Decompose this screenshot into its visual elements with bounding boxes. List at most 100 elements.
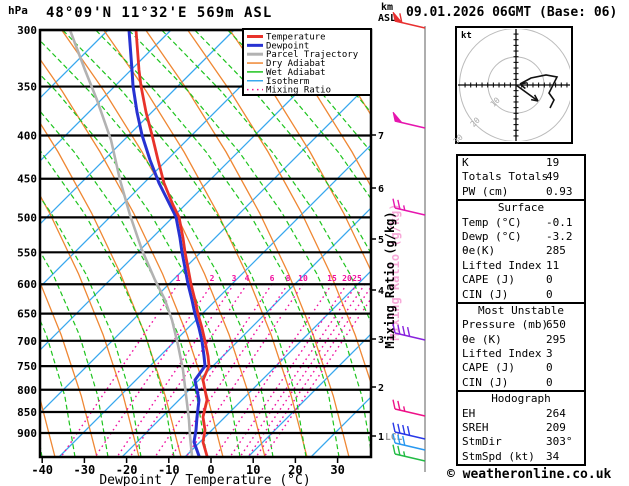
mixing-axis-label-ghost: Mixing Ratio (g/kg) — [388, 203, 402, 340]
table-row-label: Lifted Index — [462, 258, 542, 272]
background-line-families — [40, 30, 371, 457]
temperature-curve — [134, 30, 211, 457]
temp-tick-label: 10 — [246, 463, 260, 477]
pressure-tick-label: 900 — [17, 427, 37, 440]
pressure-tick-label: 600 — [17, 278, 37, 291]
wind-barb — [392, 399, 426, 417]
wind-barb — [392, 444, 426, 462]
table-section-title: Most Unstable — [477, 303, 565, 317]
table-row-value: 19 — [546, 156, 560, 169]
mixing-ratio-value: 25 — [352, 274, 362, 283]
table-row-value: 264 — [546, 406, 566, 420]
table-row-label: Totals Totals — [462, 170, 549, 184]
table-row-label: SREH — [462, 421, 489, 435]
mixing-ratio-value: 4 — [245, 274, 250, 283]
wind-barb — [392, 323, 426, 341]
table-row-label: Pressure (mb) — [462, 318, 549, 332]
table-section-most-unstable: Most Unstable Pressure (mb) 650 θe (K) 295 Li… — [458, 301, 584, 390]
temp-tick-label: 30 — [330, 463, 344, 477]
temp-tick-label: -40 — [31, 463, 53, 477]
table-row: Pressure (mb) 650 — [458, 318, 584, 332]
table-row-label: θe(K) — [462, 244, 496, 258]
table-row: CAPE (J) 0 — [458, 273, 584, 287]
table-row-value: 3 — [546, 347, 553, 361]
table-row: θe (K) 295 — [458, 333, 584, 347]
table-section-title: Hodograph — [491, 392, 551, 406]
table-row-label: CAPE (J) — [462, 273, 515, 287]
table-row-label: Temp (°C) — [462, 215, 522, 229]
profile-curves — [68, 30, 211, 457]
pressure-tick-label: 400 — [17, 130, 37, 143]
station-title: 48°09'N 11°32'E 569m ASL — [46, 5, 273, 21]
storm-motion-arrow — [515, 84, 539, 102]
wind-barb — [392, 198, 426, 216]
table-row-label: Lifted Index — [462, 347, 542, 361]
table-row-value: 0 — [546, 287, 553, 301]
x-axis-title: Dewpoint / Temperature (°C) — [99, 473, 310, 486]
date-title: 09.01.2026 06GMT (Base: 06) — [406, 5, 618, 20]
dewpoint-curve — [127, 30, 207, 457]
pressure-tick-label: 650 — [17, 308, 37, 321]
table-section-indices: K 19 Totals Totals 49 PW (cm) 0.93 — [458, 156, 584, 199]
legend-label: Dewpoint — [266, 41, 309, 51]
table-row-label: CAPE (J) — [462, 361, 515, 375]
table-row: Totals Totals 49 — [458, 170, 584, 184]
legend-label: Dry Adiabat — [266, 59, 326, 69]
temp-tick-label: -10 — [158, 463, 180, 477]
table-row: θe(K) 285 — [458, 244, 584, 258]
legend-label: Parcel Trajectory — [266, 50, 359, 60]
table-row: Lifted Index 11 — [458, 259, 584, 273]
pressure-tick-label: 450 — [17, 173, 37, 186]
pressure-tick-label: 750 — [17, 360, 37, 373]
table-row-value: 0.93 — [546, 184, 573, 198]
table-row-label: PW (cm) — [462, 184, 509, 198]
wind-barb — [392, 422, 426, 440]
km-tick-label: 3 — [378, 335, 384, 346]
pressure-tick-label: 500 — [17, 211, 37, 224]
table-row-value: 0 — [546, 375, 553, 389]
table-row: CAPE (J) 0 — [458, 361, 584, 375]
table-row-value: 650 — [546, 318, 566, 332]
mixing-ratio-value: 6 — [270, 274, 275, 283]
mixing-ratio-value-labels: 1 2 3 4 6 8 10 15 20 25 — [176, 274, 362, 283]
table-row: SREH 209 — [458, 421, 584, 435]
table-row: EH 264 — [458, 407, 584, 421]
table-row-value: 295 — [546, 332, 566, 346]
table-row: StmDir 303° — [458, 435, 584, 449]
table-row: Temp (°C) -0.1 — [458, 216, 584, 230]
mixing-axis-label: Mixing Ratio (g/kg) — [383, 211, 397, 348]
table-row-value: -3.2 — [546, 229, 573, 243]
legend-label: Wet Adiabat — [266, 68, 326, 78]
pressure-tick-label: 550 — [17, 246, 37, 259]
table-row-label: EH — [462, 406, 476, 420]
table-row-label: StmDir — [462, 435, 502, 449]
mixing-ratio-value: 1 — [176, 274, 181, 283]
wind-barb — [392, 111, 426, 129]
temp-tick-label: -30 — [74, 463, 96, 477]
table-row-value: 11 — [546, 258, 560, 272]
legend-box — [242, 28, 372, 96]
altitude-unit-asl: ASL — [377, 13, 397, 24]
altitude-unit-km: km — [380, 2, 394, 13]
temperature-axis: -40 -30 -20 -10 0 10 20 30 Dewpoint / Temperatur… — [31, 457, 345, 486]
mixing-ratio-value: 10 — [298, 274, 308, 283]
km-tick-label: 4 — [378, 286, 384, 297]
mixing-ratio-value: 8 — [286, 274, 291, 283]
km-tick-label: 7 — [378, 131, 384, 142]
table-section-title: Surface — [497, 201, 545, 215]
parcel-trajectory-curve — [68, 30, 194, 457]
mixing-ratio-value: 15 — [327, 274, 337, 283]
legend-label: Mixing Ratio — [266, 86, 331, 96]
mixing-ratio-value: 3 — [232, 274, 237, 283]
km-tick-label: 5 — [378, 235, 384, 246]
km-tick-label: 1 — [378, 432, 384, 443]
hodograph-trace — [519, 74, 559, 109]
table-row-label: K — [462, 156, 469, 169]
table-row: CIN (J) 0 — [458, 376, 584, 390]
temp-tick-label: -20 — [116, 463, 138, 477]
dry-adiabat-lines — [40, 30, 371, 457]
